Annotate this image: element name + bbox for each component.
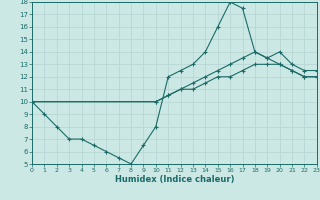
X-axis label: Humidex (Indice chaleur): Humidex (Indice chaleur) xyxy=(115,175,234,184)
